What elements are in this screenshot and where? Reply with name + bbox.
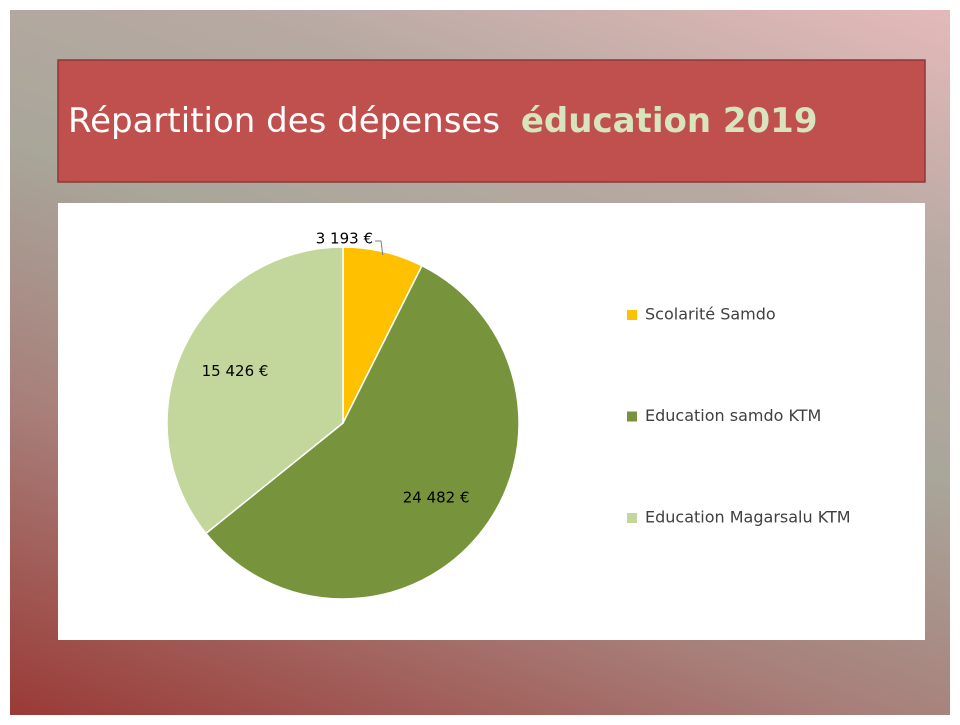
title-box xyxy=(57,59,926,183)
legend-swatch xyxy=(627,310,637,320)
legend-label: Education samdo KTM xyxy=(645,406,821,425)
data-label: 15 426 € xyxy=(202,362,269,380)
title-main: Répartition des dépenses xyxy=(68,101,500,141)
pie-slice xyxy=(166,246,344,535)
title-highlight: éducation 2019 xyxy=(521,101,818,141)
legend-label: Scolarité Samdo xyxy=(645,305,776,324)
chart-title: Répartition des dépenses éducation 2019 xyxy=(68,101,818,141)
pie-slice xyxy=(204,264,520,600)
leader-line xyxy=(375,240,384,256)
legend-label: Education Magarsalu KTM xyxy=(645,508,851,527)
legend-swatch xyxy=(627,411,637,422)
data-label: 24 482 € xyxy=(403,489,470,507)
data-label: 3 193 € xyxy=(316,230,373,248)
legend-swatch xyxy=(627,513,637,523)
